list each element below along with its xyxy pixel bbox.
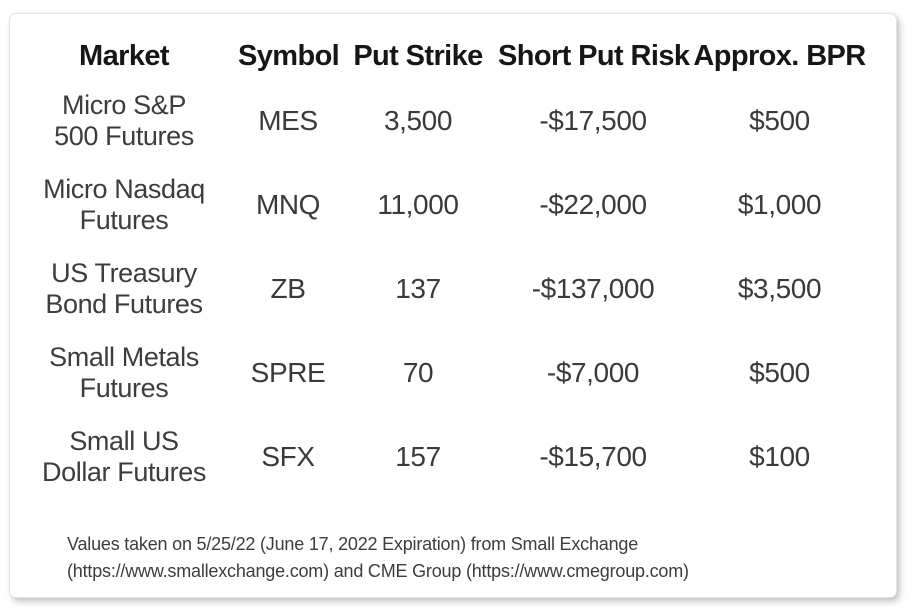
put-strike-cell: 3,500 — [383, 105, 453, 136]
market-name-line2: 500 Futures — [54, 121, 194, 151]
market-cell: Micro S&P 500 Futures — [10, 79, 238, 163]
col-header-approx-bpr: Approx. BPR — [693, 40, 866, 72]
market-name-line1: Micro S&P — [62, 90, 186, 120]
short-put-risk-cell: -$22,000 — [539, 189, 647, 220]
symbol-cell: MES — [258, 105, 318, 136]
col-header-market: Market — [79, 40, 169, 72]
col-header-short-put-risk: Short Put Risk — [498, 40, 690, 72]
footnote-line1: Values taken on 5/25/22 (June 17, 2022 E… — [67, 534, 639, 554]
footnote-line2: (https://www.smallexchange.com) and CME … — [67, 561, 689, 581]
approx-bpr-cell: $500 — [749, 357, 810, 388]
short-put-risk-cell: -$15,700 — [539, 441, 647, 472]
put-strike-cell: 70 — [402, 357, 434, 388]
source-footnote: Values taken on 5/25/22 (June 17, 2022 E… — [67, 531, 851, 585]
approx-bpr-cell: $3,500 — [737, 273, 822, 304]
short-put-risk-cell: -$7,000 — [546, 357, 640, 388]
futures-bpr-table-card: Market Symbol Put Strike Short Put Risk … — [9, 13, 897, 598]
table-row: Micro Nasdaq Futures MNQ 11,000 -$22,000… — [10, 163, 871, 247]
short-put-risk-cell: -$17,500 — [539, 105, 647, 136]
market-name-line2: Bond Futures — [45, 289, 203, 319]
symbol-cell: MNQ — [255, 189, 321, 220]
market-name-line2: Dollar Futures — [42, 457, 206, 487]
symbol-cell: SPRE — [250, 357, 326, 388]
put-strike-cell: 137 — [395, 273, 441, 304]
market-name-line2: Futures — [79, 205, 169, 235]
table-row: US Treasury Bond Futures ZB 137 -$137,00… — [10, 247, 871, 331]
market-name-line1: Small Metals — [49, 342, 199, 372]
market-cell: US Treasury Bond Futures — [10, 247, 238, 331]
market-cell: Small Metals Futures — [10, 331, 238, 415]
approx-bpr-cell: $100 — [749, 441, 810, 472]
futures-table: Market Symbol Put Strike Short Put Risk … — [10, 14, 871, 499]
market-cell: Small US Dollar Futures — [10, 415, 238, 499]
symbol-cell: ZB — [270, 273, 306, 304]
market-name-line1: Micro Nasdaq — [43, 174, 205, 204]
put-strike-cell: 157 — [395, 441, 441, 472]
table-row: Small US Dollar Futures SFX 157 -$15,700… — [10, 415, 871, 499]
put-strike-cell: 11,000 — [377, 189, 459, 220]
table-row: Micro S&P 500 Futures MES 3,500 -$17,500… — [10, 79, 871, 163]
market-name-line1: Small US — [69, 426, 179, 456]
col-header-symbol: Symbol — [238, 40, 340, 72]
col-header-put-strike: Put Strike — [353, 40, 483, 72]
market-name-line2: Futures — [79, 373, 169, 403]
short-put-risk-cell: -$137,000 — [531, 273, 655, 304]
symbol-cell: SFX — [261, 441, 315, 472]
approx-bpr-cell: $500 — [749, 105, 810, 136]
table-row: Small Metals Futures SPRE 70 -$7,000 $50… — [10, 331, 871, 415]
table-header-row: Market Symbol Put Strike Short Put Risk … — [10, 14, 871, 79]
market-name-line1: US Treasury — [51, 258, 197, 288]
approx-bpr-cell: $1,000 — [737, 189, 822, 220]
market-cell: Micro Nasdaq Futures — [10, 163, 238, 247]
